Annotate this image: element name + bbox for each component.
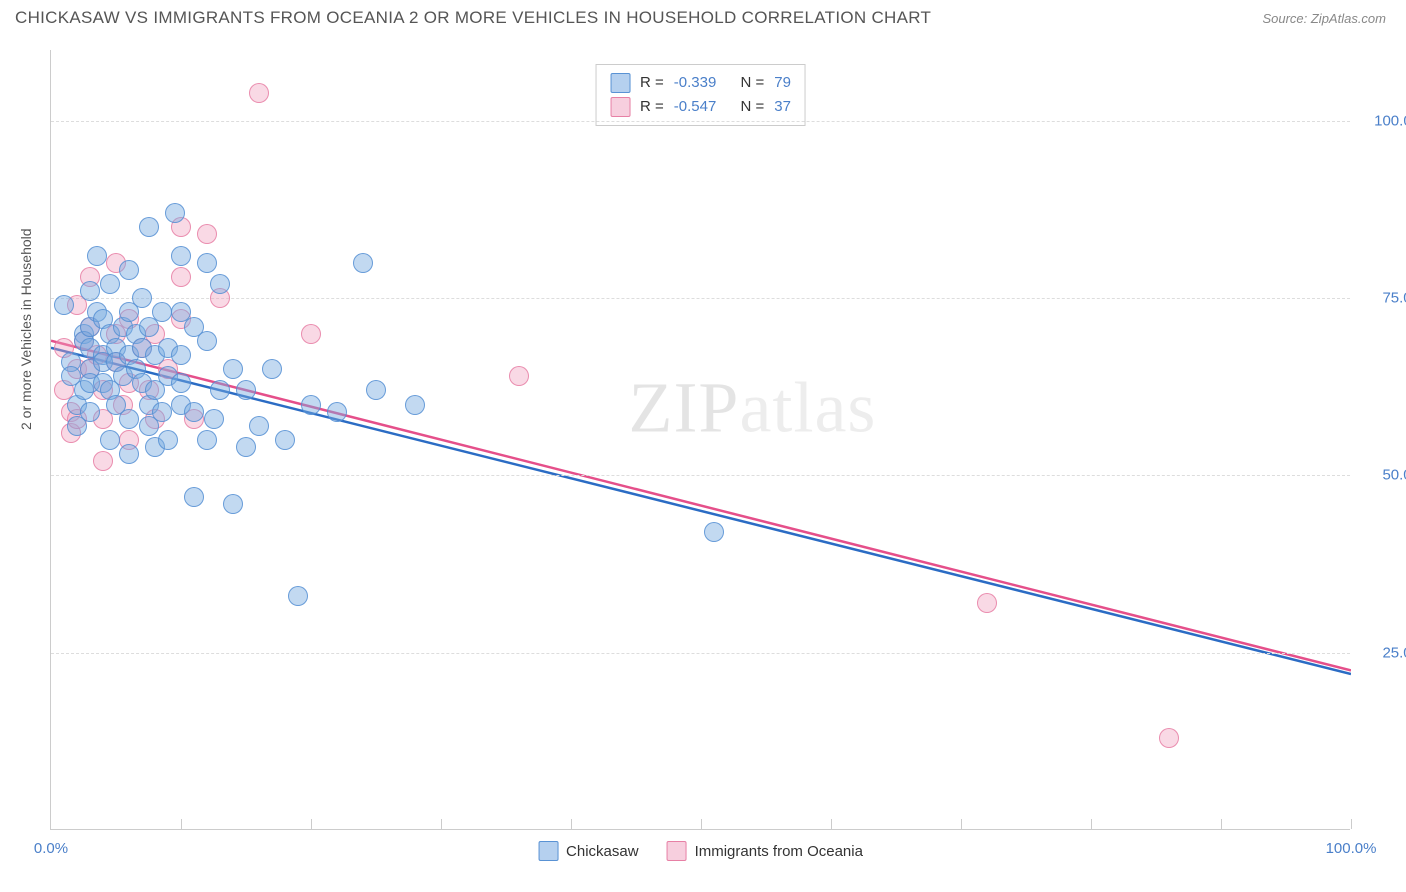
data-point <box>262 359 282 379</box>
data-point <box>236 437 256 457</box>
data-point <box>210 380 230 400</box>
watermark: ZIPatlas <box>628 367 876 450</box>
data-point <box>249 416 269 436</box>
data-point <box>171 345 191 365</box>
data-point <box>165 203 185 223</box>
data-point <box>704 522 724 542</box>
data-point <box>158 430 178 450</box>
data-point <box>301 324 321 344</box>
data-point <box>197 253 217 273</box>
data-point <box>236 380 256 400</box>
data-point <box>93 451 113 471</box>
gridline-h <box>51 475 1350 476</box>
y-tick-label: 25.0% <box>1360 644 1406 661</box>
data-point <box>977 593 997 613</box>
swatch-series-2-icon <box>610 97 630 117</box>
chart-title: CHICKASAW VS IMMIGRANTS FROM OCEANIA 2 O… <box>15 8 931 28</box>
y-tick-label: 75.0% <box>1360 290 1406 307</box>
data-point <box>119 409 139 429</box>
data-point <box>1159 728 1179 748</box>
data-point <box>275 430 295 450</box>
x-tick <box>1221 819 1222 829</box>
data-point <box>54 295 74 315</box>
data-point <box>184 402 204 422</box>
correlation-legend-box: R = -0.339 N = 79 R = -0.547 N = 37 <box>595 64 806 126</box>
x-tick <box>961 819 962 829</box>
data-point <box>119 444 139 464</box>
data-point <box>197 224 217 244</box>
data-point <box>171 267 191 287</box>
data-point <box>327 402 347 422</box>
data-point <box>152 402 172 422</box>
data-point <box>197 331 217 351</box>
data-point <box>139 217 159 237</box>
swatch-series-1-icon <box>610 73 630 93</box>
gridline-h <box>51 653 1350 654</box>
source-attribution: Source: ZipAtlas.com <box>1262 11 1386 26</box>
data-point <box>210 274 230 294</box>
data-point <box>353 253 373 273</box>
data-point <box>184 487 204 507</box>
data-point <box>100 430 120 450</box>
data-point <box>152 302 172 322</box>
legend-bottom: Chickasaw Immigrants from Oceania <box>538 841 863 861</box>
data-point <box>223 494 243 514</box>
data-point <box>204 409 224 429</box>
x-tick <box>441 819 442 829</box>
legend-label-2: Immigrants from Oceania <box>695 843 863 860</box>
data-point <box>132 288 152 308</box>
x-tick <box>1351 819 1352 829</box>
data-point <box>100 274 120 294</box>
x-tick <box>1091 819 1092 829</box>
scatter-chart: ZIPatlas R = -0.339 N = 79 R = -0.547 N … <box>50 50 1350 830</box>
legend-label-1: Chickasaw <box>566 843 639 860</box>
data-point <box>366 380 386 400</box>
gridline-h <box>51 121 1350 122</box>
y-tick-label: 50.0% <box>1360 467 1406 484</box>
y-tick-label: 100.0% <box>1360 112 1406 129</box>
correlation-row-1: R = -0.339 N = 79 <box>610 71 791 95</box>
data-point <box>171 373 191 393</box>
gridline-h <box>51 298 1350 299</box>
data-point <box>509 366 529 386</box>
data-point <box>119 260 139 280</box>
swatch-series-2-icon <box>667 841 687 861</box>
data-point <box>171 246 191 266</box>
data-point <box>288 586 308 606</box>
data-point <box>405 395 425 415</box>
y-axis-label: 2 or more Vehicles in Household <box>18 228 34 430</box>
swatch-series-1-icon <box>538 841 558 861</box>
data-point <box>223 359 243 379</box>
data-point <box>80 281 100 301</box>
data-point <box>197 430 217 450</box>
x-tick <box>571 819 572 829</box>
legend-item-1: Chickasaw <box>538 841 639 861</box>
x-tick <box>701 819 702 829</box>
data-point <box>87 246 107 266</box>
x-tick <box>311 819 312 829</box>
x-tick <box>181 819 182 829</box>
data-point <box>301 395 321 415</box>
legend-item-2: Immigrants from Oceania <box>667 841 863 861</box>
x-tick-label: 100.0% <box>1326 840 1377 857</box>
x-tick-label: 0.0% <box>34 840 68 857</box>
data-point <box>249 83 269 103</box>
data-point <box>80 402 100 422</box>
correlation-row-2: R = -0.547 N = 37 <box>610 95 791 119</box>
x-tick <box>831 819 832 829</box>
